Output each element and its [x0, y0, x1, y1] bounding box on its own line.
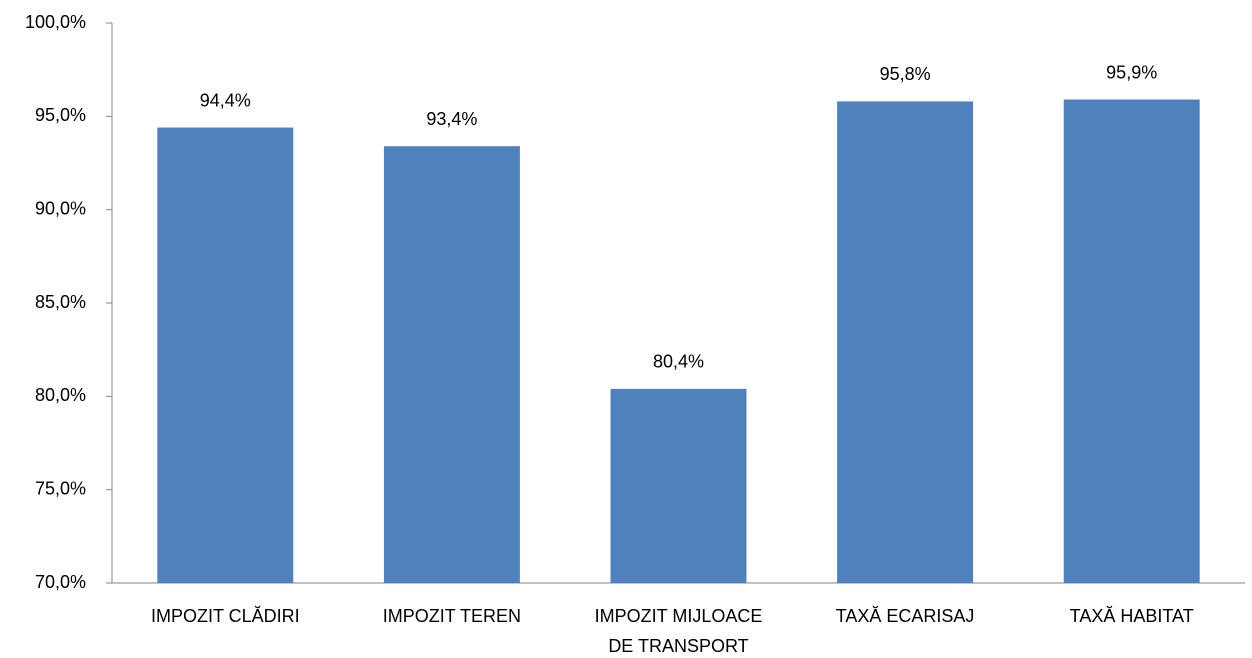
- y-tick-label: 100,0%: [25, 12, 86, 32]
- x-tick-label: IMPOZIT TEREN: [382, 606, 522, 626]
- bar: [157, 127, 294, 584]
- x-tick-label: TAXĂ HABITAT: [1069, 606, 1194, 626]
- bar: [610, 388, 747, 583]
- value-label: 95,8%: [880, 64, 931, 84]
- x-tick-label: IMPOZIT MIJLOACE DE TRANSPORT: [594, 606, 763, 656]
- bar: [837, 101, 974, 584]
- y-tick-label: 85,0%: [35, 292, 86, 312]
- bar: [383, 146, 520, 583]
- bar: [1063, 99, 1200, 584]
- x-tick-label: IMPOZIT CLĂDIRI: [150, 606, 300, 626]
- x-tick-label: TAXĂ ECARISAJ: [835, 606, 975, 626]
- value-label: 94,4%: [200, 90, 251, 110]
- value-label: 93,4%: [426, 109, 477, 129]
- value-label: 80,4%: [653, 352, 704, 372]
- y-tick-label: 90,0%: [35, 198, 86, 218]
- y-tick-label: 95,0%: [35, 105, 86, 125]
- y-tick-label: 70,0%: [35, 572, 86, 592]
- y-tick-label: 75,0%: [35, 478, 86, 498]
- value-label: 95,9%: [1106, 62, 1157, 82]
- y-tick-label: 80,0%: [35, 385, 86, 405]
